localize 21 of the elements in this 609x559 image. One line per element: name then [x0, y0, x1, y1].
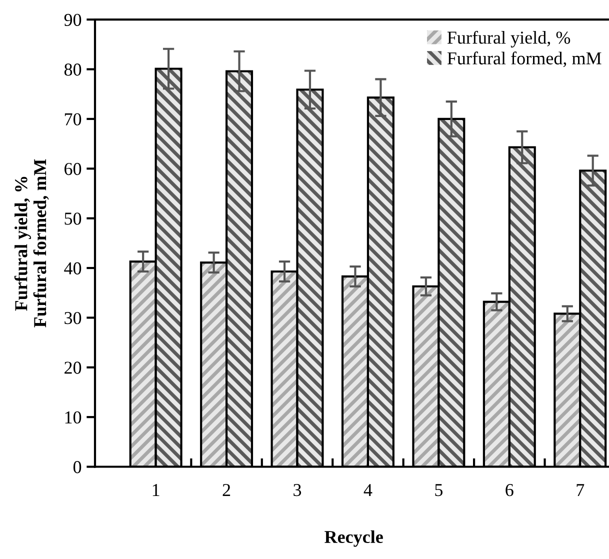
- x-tick-label: 1: [152, 484, 160, 496]
- y-tick-label: 20: [64, 362, 82, 374]
- y-tick-label: 40: [64, 262, 82, 274]
- x-axis-title: Recycle: [324, 530, 383, 547]
- y-tick-label: 0: [73, 461, 82, 474]
- y-tick-label: 10: [65, 411, 82, 424]
- x-tick-label: 7: [576, 484, 584, 496]
- legend-label: Furfural formed, mM: [447, 52, 602, 68]
- y-tick-label: 70: [64, 113, 82, 126]
- legend-label: Furfural yield, %: [447, 30, 570, 48]
- x-tick-label: 4: [364, 484, 372, 496]
- y-tick-label: 30: [64, 312, 82, 324]
- y-axis-title: Furfural yield, % Furfural formed, mM: [14, 159, 49, 328]
- y-tick-label: 90: [64, 14, 82, 26]
- y-tick-label: 50: [64, 212, 82, 225]
- x-tick-label: 3: [294, 484, 302, 496]
- y-tick-label: 80: [64, 64, 82, 76]
- y-tick-label: 60: [64, 162, 82, 176]
- x-tick-label: 6: [506, 484, 514, 496]
- x-tick-label: 5: [435, 484, 442, 496]
- x-tick-label: 2: [222, 484, 230, 496]
